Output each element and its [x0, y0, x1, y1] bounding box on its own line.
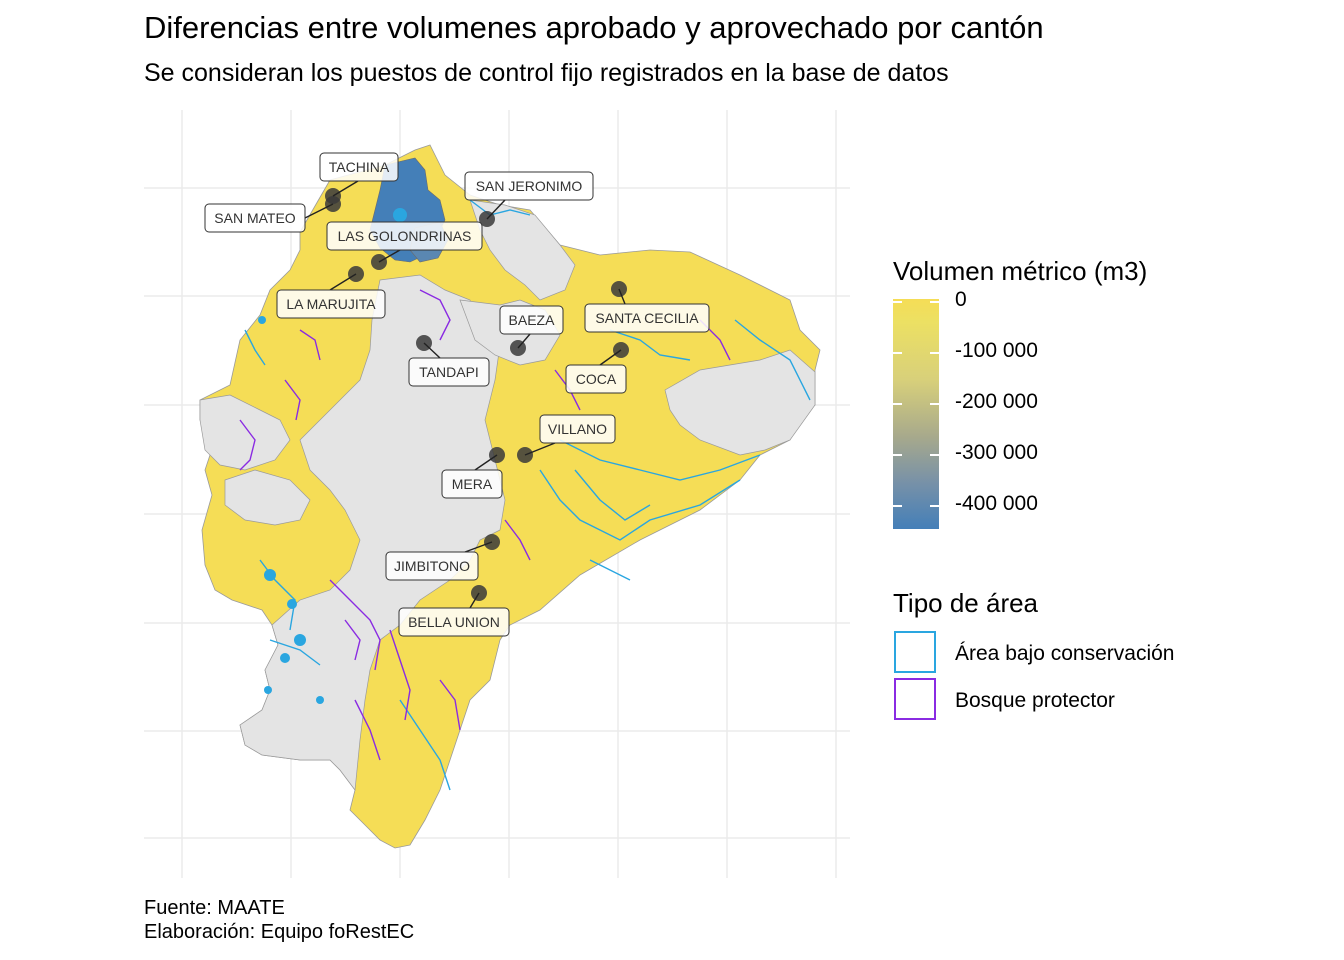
- control-point-label: COCA: [576, 371, 617, 387]
- control-point-leader: [517, 333, 531, 349]
- control-point-label-box: [204, 203, 306, 233]
- control-point-label-box: [385, 551, 479, 581]
- control-point-leader: [423, 342, 441, 359]
- control-point-label-box: [408, 357, 490, 387]
- control-point-leader: [329, 273, 357, 291]
- control-point-label: SANTA CECILIA: [595, 310, 699, 326]
- legend-label-conservation: Área bajo conservación: [955, 642, 1175, 665]
- control-point-leader: [599, 349, 622, 366]
- control-point-label: SAN JERONIMO: [476, 178, 583, 194]
- control-point-label-box: [565, 364, 627, 394]
- colorbar-tick-right: [930, 505, 939, 507]
- legend-swatch-conservation: [894, 631, 936, 673]
- colorbar-tick-left: [893, 301, 902, 303]
- control-point-labels: TACHINA SAN MATEO SAN JERONIMO LAS GOLONDRI…: [204, 152, 710, 637]
- colorbar-tick-left: [893, 403, 902, 405]
- control-point-label-box: [499, 305, 564, 335]
- control-point-label: VILLANO: [548, 421, 607, 437]
- colorbar-tick-label: -200 000: [955, 390, 1038, 413]
- control-point-label: TACHINA: [329, 159, 390, 175]
- legend-label-protector: Bosque protector: [955, 689, 1115, 712]
- control-point-label: MERA: [452, 476, 493, 492]
- control-point-leader: [469, 592, 480, 609]
- control-point-label-box: [276, 289, 386, 319]
- control-point-leader: [378, 249, 401, 263]
- colorbar-tick-left: [893, 454, 902, 456]
- grey-cantons: [199, 199, 816, 791]
- caption: Fuente: MAATE Elaboración: Equipo foRest…: [144, 896, 414, 944]
- conservation-areas: [244, 199, 811, 791]
- control-point-label-box: [584, 303, 710, 333]
- colorbar-tick-label: -300 000: [955, 441, 1038, 464]
- control-point-leader: [332, 180, 359, 197]
- colorbar-tick-right: [930, 454, 939, 456]
- legend-swatch-protector: [894, 678, 936, 720]
- colorbar-tick-label: -400 000: [955, 492, 1038, 515]
- colorbar-tick-right: [930, 403, 939, 405]
- chart-subtitle: Se consideran los puestos de control fij…: [144, 59, 949, 87]
- control-point-leader: [618, 288, 626, 305]
- colorbar-tick-left: [893, 352, 902, 354]
- conservation-patches: [258, 208, 407, 704]
- control-point-label: BAEZA: [509, 312, 556, 328]
- caption-source: Fuente: MAATE: [144, 897, 285, 919]
- control-point-label-box: [398, 607, 510, 637]
- caption-author: Elaboración: Equipo foRestEC: [144, 921, 415, 943]
- control-point-label: BELLA UNION: [408, 614, 500, 630]
- control-point-label-box: [441, 469, 503, 499]
- control-point-leader: [474, 454, 498, 471]
- colorbar-tick-right: [930, 352, 939, 354]
- control-point-label-box: [464, 171, 594, 201]
- colorbar-tick-label: 0: [955, 288, 967, 311]
- control-point-label: TANDAPI: [419, 364, 479, 380]
- legend-area-title: Tipo de área: [893, 588, 1039, 618]
- control-point-leader: [304, 203, 334, 219]
- control-point-label: LA MARUJITA: [286, 296, 376, 312]
- control-point-leader: [524, 442, 556, 456]
- colorbar-tick-left: [893, 505, 902, 507]
- colorbar-tick-right: [930, 301, 939, 303]
- control-point-label-box: [319, 152, 399, 182]
- control-point-leader: [486, 199, 506, 220]
- control-point-label: SAN MATEO: [214, 210, 296, 226]
- control-point-leader: [464, 541, 493, 553]
- legend-volume-title: Volumen métrico (m3): [893, 256, 1148, 286]
- control-point-label: JIMBITONO: [394, 558, 470, 574]
- control-point-label: LAS GOLONDRINAS: [338, 228, 472, 244]
- control-point-label-box: [326, 221, 483, 251]
- legend-colorbar: [893, 299, 939, 529]
- control-point-label-box: [539, 414, 616, 444]
- chart-title: Diferencias entre volumenes aprobado y a…: [144, 10, 1044, 45]
- colorbar-tick-label: -100 000: [955, 339, 1038, 362]
